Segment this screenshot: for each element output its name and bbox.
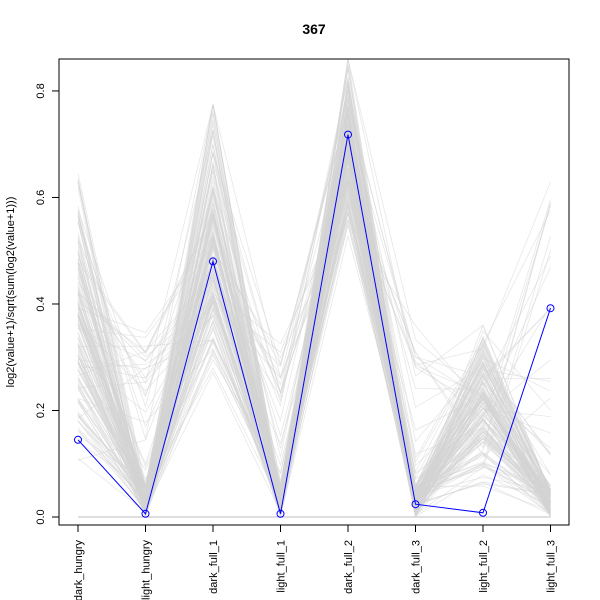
y-tick-label: 0.6 (35, 190, 47, 205)
highlight-point (276, 509, 285, 518)
x-tick-label: light_full_2 (478, 540, 490, 593)
background-series-line (77, 139, 551, 515)
x-tick-label: dark_full_3 (411, 540, 423, 594)
x-axis: dark_hungry light_hungry dark_full_1 light_… (73, 524, 558, 600)
background-series-line (77, 78, 551, 491)
x-tick-label: light_full_3 (546, 540, 558, 593)
highlight-point (141, 509, 150, 518)
background-series-line (77, 198, 551, 496)
highlight-point (411, 500, 420, 509)
highlight-series-line (77, 134, 551, 515)
y-tick-label: 0.4 (35, 296, 47, 311)
highlight-point (209, 257, 217, 266)
y-axis: 0.0 0.2 0.4 0.6 0.8 (35, 83, 60, 525)
background-series-line (77, 82, 551, 512)
y-tick-label: 0.0 (35, 509, 47, 524)
highlight-point (74, 435, 82, 444)
highlight-point (344, 130, 352, 139)
y-axis-label: log2(value+1)/sqrt(sum(log2(value+1))) (5, 197, 17, 388)
background-series-line (77, 206, 551, 509)
background-series-line (77, 142, 551, 517)
highlight-series-group (74, 130, 555, 518)
y-tick-label: 0.2 (35, 403, 47, 418)
background-series-line (77, 126, 551, 508)
background-series-line (77, 189, 551, 506)
chart-title: 367 (302, 21, 326, 37)
background-series-line (77, 182, 551, 517)
background-series-line (77, 134, 551, 518)
highlight-point (479, 508, 487, 517)
x-tick-label: light_hungry (141, 540, 153, 600)
x-tick-label: dark_full_2 (343, 540, 355, 594)
x-tick-label: dark_full_1 (208, 540, 220, 594)
x-tick-label: dark_hungry (73, 540, 85, 600)
y-tick-label: 0.8 (35, 83, 47, 98)
background-series-line (77, 160, 551, 514)
highlight-point (546, 304, 555, 313)
x-tick-label: light_full_1 (276, 540, 288, 593)
